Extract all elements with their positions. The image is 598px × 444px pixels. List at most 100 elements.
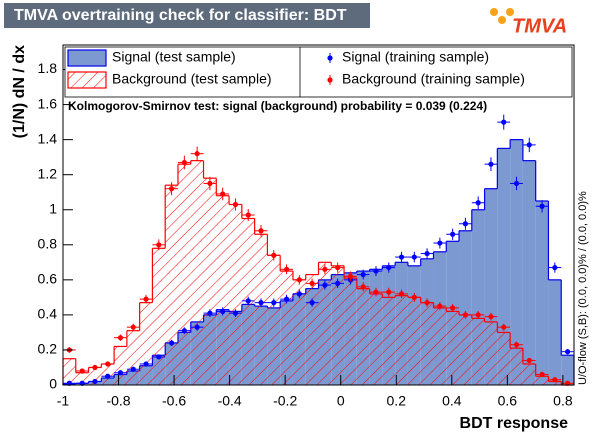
histogram-bar [75,372,89,385]
data-point [475,312,481,318]
histogram-bar [229,204,242,385]
x-tick-label: -0.2 [273,393,297,409]
histogram-bar [484,321,498,385]
histogram-bar [522,160,536,385]
histogram-bar [254,234,268,385]
logo-dot [506,8,514,16]
data-point [450,231,456,237]
data-point [220,308,226,314]
data-point [117,335,124,341]
histogram-bar [331,265,345,385]
histogram-bar [126,330,140,385]
data-point [475,200,481,206]
legend-label: Signal (test sample) [112,49,236,65]
data-point [143,361,149,367]
histogram-bar [63,358,76,385]
data-point [386,289,392,295]
data-point [411,254,417,260]
histogram-bar [382,297,396,385]
data-point [271,252,277,258]
y-tick-label: 0 [49,376,57,392]
x-tick-label: 0.6 [498,393,518,409]
legend-swatch [67,49,107,67]
x-tick-label: 0.8 [553,393,573,409]
data-point [398,254,405,260]
data-point [488,314,494,320]
histogram-bar [139,302,153,385]
annotation: Kolmogorov-Smirnov test: signal (backgro… [68,99,487,113]
plot-area: -1 -0.8 -0.6 -0.4 -0.2 0 0.2 0.4 0.6 0.8 0 0.2 0.4 0.… [38,44,575,409]
data-point [462,312,469,318]
y-tick-label: 1.8 [38,60,58,76]
data-point [437,240,443,246]
data-point [220,191,226,197]
histogram-bar [152,248,166,385]
data-point [360,271,366,278]
plot-frame [62,44,575,386]
data-point [424,300,430,306]
data-point [373,289,379,295]
histogram-bar [305,274,319,385]
data-point [309,300,315,306]
data-point [552,377,558,383]
data-point [411,294,417,300]
data-point [271,300,277,306]
histogram-bar [535,200,549,385]
data-point [450,305,456,311]
x-tick-label: -0.4 [218,393,242,409]
legend-swatch [67,71,107,89]
legend-label: Background (training sample) [342,71,525,87]
data-point [207,310,213,316]
data-point [437,303,443,309]
data-point [181,159,187,166]
data-point [143,296,149,302]
x-tick-label: 0.4 [442,393,462,409]
data-point [462,221,469,227]
logo: TMVA [490,8,567,37]
data-point [156,242,162,248]
data-point [296,291,302,297]
x-tick-label: 0.2 [387,393,407,409]
histogram-bar [395,295,408,385]
histogram-bar [420,302,434,385]
logo-dot [490,8,498,16]
histogram-bar [446,311,460,385]
histogram-bar [497,148,511,385]
histogram-bar [280,271,293,385]
data-point [232,201,239,208]
data-point [501,119,507,125]
data-point [501,324,507,330]
data-point [539,371,545,378]
data-point [156,354,162,360]
data-point [488,161,494,167]
histogram-bar [407,297,421,385]
data-point [283,296,290,302]
legend-box [64,46,573,98]
y-tick-label: 0.8 [38,235,58,251]
x-axis-label: BDT response [460,415,569,432]
histogram-bar [522,363,536,385]
data-point [232,310,239,316]
data-point [360,284,366,290]
x-tick-label: 0 [337,393,345,409]
chart-title: TMVA overtraining check for classifier: … [14,7,347,24]
y-tick-label: 0.4 [38,306,58,322]
data-point [194,151,200,157]
data-point [296,277,302,283]
data-point [322,266,328,272]
x-tick-label: -0.8 [106,393,130,409]
data-point [565,349,571,355]
data-point [92,378,98,385]
histogram-bar [190,160,204,385]
data-point [552,264,558,271]
histogram-bar [459,314,472,385]
data-point [207,180,213,187]
data-point [130,366,136,372]
data-point [245,298,251,304]
histogram-bar [433,307,447,385]
data-point [79,368,85,374]
data-point [347,273,354,279]
data-point [168,186,175,192]
histogram-bar [344,278,357,385]
